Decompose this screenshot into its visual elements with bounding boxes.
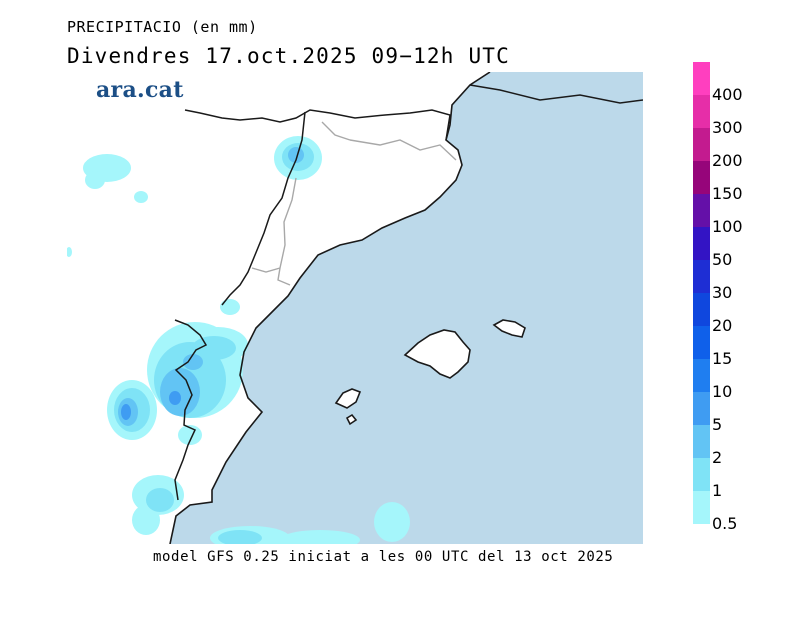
sea-area <box>170 72 643 544</box>
legend-color-20 <box>693 293 710 326</box>
mallorca-island <box>403 329 471 379</box>
legend-label-0.5: 0.5 <box>712 514 738 533</box>
legend-label-10: 10 <box>712 382 733 401</box>
legend-label-1: 1 <box>712 481 723 500</box>
legend-color-1 <box>693 458 710 491</box>
legend-color-15 <box>693 326 710 359</box>
aragon-border <box>221 111 306 306</box>
legend-color-2 <box>693 425 710 458</box>
map-subtitle: Divendres 17.oct.2025 09−12h UTC <box>67 44 510 68</box>
ara-cat-logo[interactable]: ara.cat <box>96 77 184 103</box>
menorca-island <box>492 319 526 338</box>
legend-color-10 <box>693 359 710 392</box>
legend-label-20: 20 <box>712 316 733 335</box>
legend-color-0.5 <box>693 491 710 524</box>
eivissa-island <box>334 388 362 409</box>
legend-label-200: 200 <box>712 151 743 170</box>
legend-color-5 <box>693 392 710 425</box>
model-info: model GFS 0.25 iniciat a les 00 UTC del … <box>153 549 614 565</box>
legend-label-400: 400 <box>712 85 743 104</box>
legend-color-50 <box>693 227 710 260</box>
formentera-island <box>345 413 358 426</box>
legend-label-300: 300 <box>712 118 743 137</box>
legend-color-300 <box>693 95 710 128</box>
legend-label-15: 15 <box>712 349 733 368</box>
legend-label-100: 100 <box>712 217 743 236</box>
legend-color-100 <box>693 194 710 227</box>
legend-label-2: 2 <box>712 448 723 467</box>
legend-label-5: 5 <box>712 415 723 434</box>
map-title: PRECIPITACIO (en mm) <box>67 18 258 36</box>
legend-color-200 <box>693 128 710 161</box>
valencia-border <box>174 319 208 501</box>
legend-label-50: 50 <box>712 250 733 269</box>
france-border <box>184 109 451 141</box>
province-borders <box>251 121 457 286</box>
legend-color-150 <box>693 161 710 194</box>
coastline-mainland <box>169 72 491 544</box>
legend-color-400 <box>693 62 710 95</box>
france-north-border <box>469 84 643 104</box>
legend-label-150: 150 <box>712 184 743 203</box>
legend-label-30: 30 <box>712 283 733 302</box>
precipitation-legend: 400 300 200 150 100 50 30 20 15 10 5 2 1 0.5 <box>690 62 790 533</box>
legend-color-30 <box>693 260 710 293</box>
precip-heavier <box>121 391 181 420</box>
